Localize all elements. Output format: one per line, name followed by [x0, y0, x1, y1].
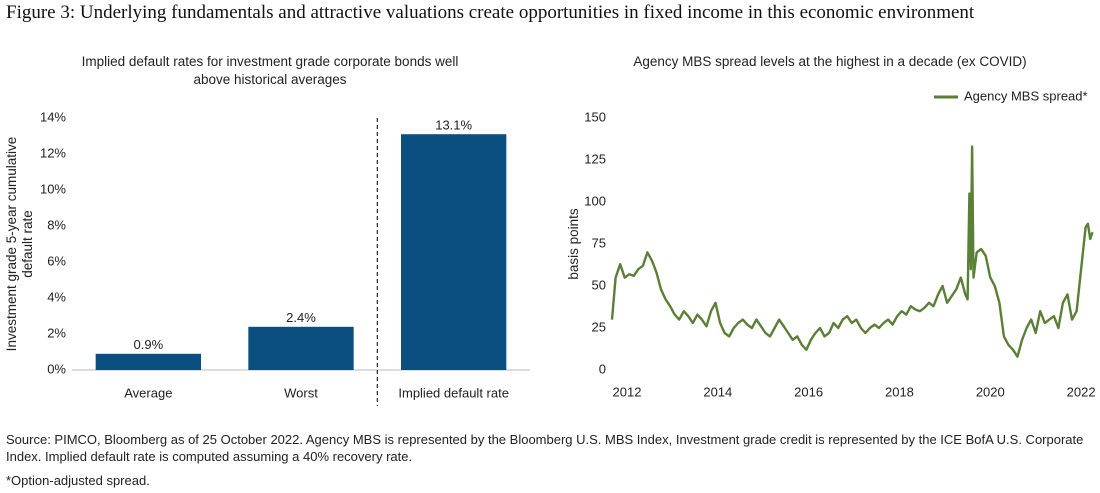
figure-title: Figure 3: Underlying fundamentals and at… [6, 2, 975, 23]
y-tick-label: 125 [584, 151, 606, 166]
y-tick-label: 2% [47, 325, 66, 340]
x-tick-label: Worst [284, 385, 318, 400]
source-note: Source: PIMCO, Bloomberg as of 25 Octobe… [6, 432, 1084, 464]
x-tick-label: 2014 [703, 384, 732, 399]
y-tick-label: 10% [40, 181, 66, 196]
x-tick-label: 2016 [794, 384, 823, 399]
bar [95, 353, 202, 370]
footnote: *Option-adjusted spread. [6, 473, 150, 488]
chart-title: Implied default rates for investment gra… [81, 54, 459, 87]
x-tick-label: 2022 [1067, 384, 1096, 399]
y-tick-label: 4% [47, 289, 66, 304]
series-line [610, 145, 1094, 358]
bar [248, 326, 354, 370]
x-tick-label: Implied default rate [398, 385, 509, 400]
y-tick-label: 0 [599, 361, 606, 376]
x-tick-label: 2012 [613, 384, 642, 399]
value-label: 13.1% [435, 118, 472, 133]
y-tick-label: 75 [592, 235, 606, 250]
y-tick-label: 0% [47, 361, 66, 376]
bar [400, 134, 507, 370]
x-tick-label: 2018 [885, 384, 914, 399]
y-tick-label: 25 [592, 319, 606, 334]
value-label: 2.4% [286, 310, 316, 325]
legend-label: Agency MBS spread* [964, 88, 1088, 103]
y-tick-label: 50 [592, 277, 606, 292]
x-tick-label: 2020 [976, 384, 1005, 399]
y-tick-label: 12% [40, 145, 66, 160]
chart-title: Agency MBS spread levels at the highest … [633, 54, 1027, 69]
value-label: 0.9% [134, 337, 164, 352]
y-tick-label: 14% [40, 109, 66, 124]
y-tick-label: 6% [47, 253, 66, 268]
y-tick-label: 150 [584, 109, 606, 124]
y-tick-label: 100 [584, 193, 606, 208]
x-tick-label: Average [124, 385, 172, 400]
y-tick-label: 8% [47, 217, 66, 232]
